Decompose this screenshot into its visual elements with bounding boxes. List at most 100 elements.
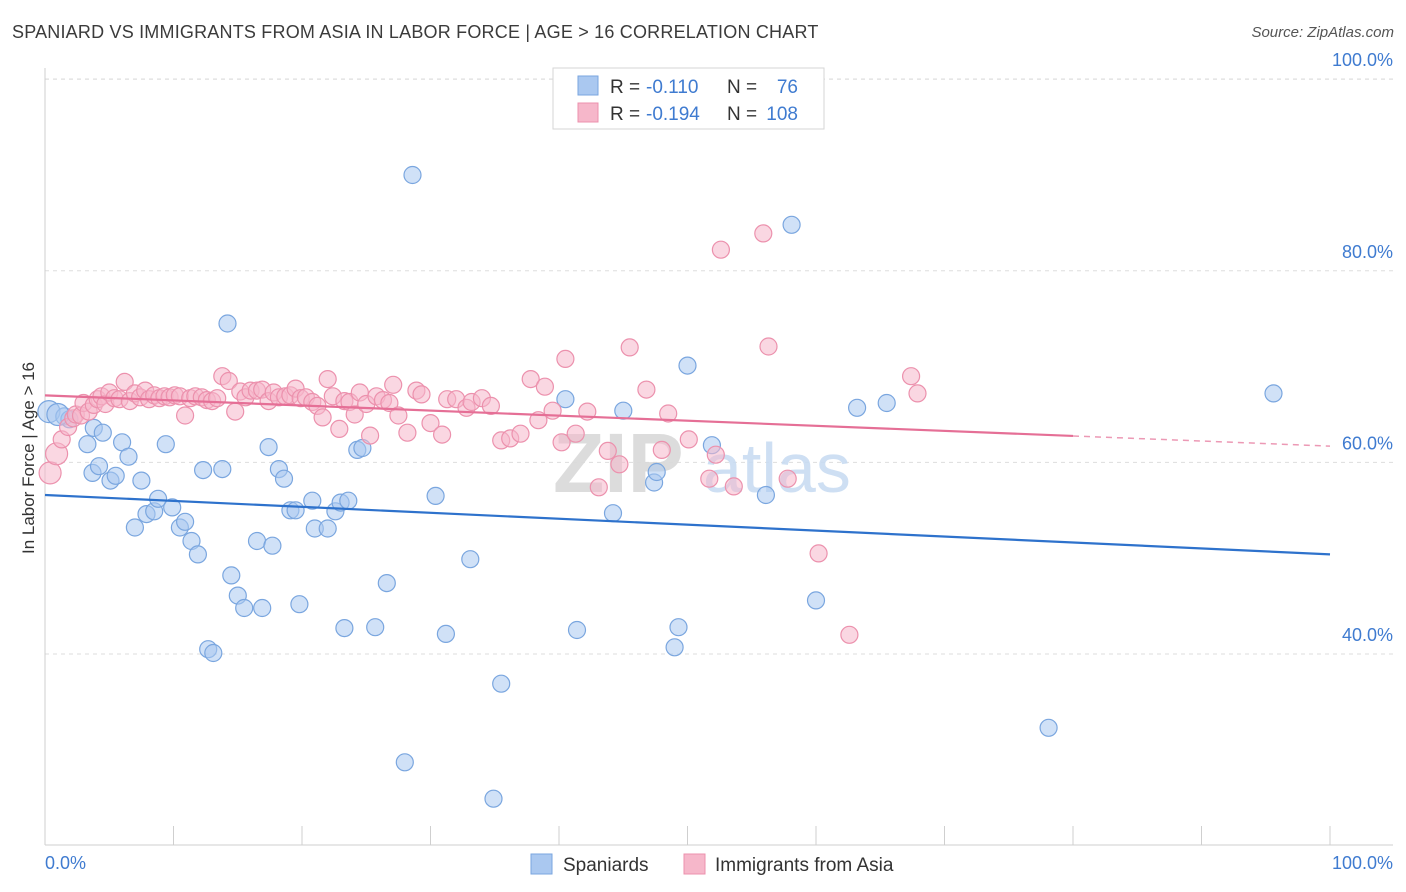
y-tick-label: 40.0% [1342,625,1393,645]
legend-label-immigrants-from-asia: Immigrants from Asia [715,855,894,876]
immigrants-from-asia-point [637,380,656,399]
immigrants-from-asia-point [389,406,408,425]
immigrants-from-asia-point [659,404,678,423]
immigrants-from-asia-point [208,389,227,408]
immigrants-from-asia-point [330,419,349,438]
immigrants-from-asia-trend-line-extension [1072,435,1331,447]
spaniards-point [222,566,241,585]
legend-swatch-spaniards [577,75,599,96]
spaniards-point [678,356,697,375]
spaniards-point [132,471,151,490]
spaniards-point [78,435,97,454]
spaniards-point [106,466,125,485]
spaniards-point [213,460,232,479]
spaniards-point [303,491,322,510]
spaniards-point [89,457,109,476]
immigrants-from-asia-point [809,544,828,563]
legend-n-value: 108 [766,104,798,125]
spaniards-point [1264,384,1283,403]
spaniards-point [847,398,867,417]
spaniards-point [176,512,195,531]
spaniards-trend-line [44,493,1331,556]
spaniards-point [877,393,896,413]
spaniards-point [290,595,309,614]
immigrants-from-asia-point [778,469,797,488]
y-axis-label: In Labor Force | Age > 16 [19,362,38,554]
immigrants-from-asia-point [421,414,440,433]
legend-n-value: 76 [777,77,798,98]
immigrants-from-asia-point [380,393,399,413]
spaniards-point [806,591,826,610]
immigrants-from-asia-point [724,477,743,496]
legend-swatch-spaniards [530,853,553,875]
spaniards-point [335,618,354,638]
immigrants-from-asia-point [535,377,555,396]
immigrants-from-asia-point [759,337,778,356]
immigrants-from-asia-point [754,224,773,243]
immigrants-from-asia-point [361,426,380,445]
immigrants-from-asia-point [384,375,403,394]
spaniards-point [253,598,272,618]
spaniards-point [614,401,633,420]
spaniards-point [756,485,776,505]
immigrants-from-asia-point [313,408,332,427]
x-axis-ticks [44,826,1331,845]
spaniards-point [125,518,144,537]
immigrants-from-asia-point [556,349,575,368]
immigrants-from-asia-point [318,370,337,389]
spaniards-point [436,624,455,644]
immigrants-from-asia-point [412,385,431,404]
immigrants-from-asia-point [552,433,571,452]
legend-r-label: R = [610,77,640,98]
spaniards-point [669,618,688,637]
spaniards-point [259,438,278,457]
immigrants-from-asia-point [598,441,617,460]
spaniards-point [567,620,587,640]
immigrants-from-asia-point [610,455,629,474]
spaniards-point [274,469,294,488]
spaniards-point [188,545,207,564]
spaniards-point [247,531,267,551]
legend-swatch-immigrants-from-asia [577,102,599,123]
y-tick-label: 80.0% [1342,242,1393,262]
immigrants-from-asia-point [679,430,698,449]
spaniards-point [339,491,358,510]
spaniards-point [1039,718,1058,737]
chart-title: SPANIARD VS IMMIGRANTS FROM ASIA IN LABO… [12,22,819,42]
gridlines [45,78,1393,655]
spaniards-point [603,504,623,523]
spaniards-point [395,753,414,772]
legend-series: Spaniards Immigrants from Asia [530,853,894,876]
x-tick-label: 0.0% [45,853,86,873]
spaniards-point [286,501,305,520]
trend-lines [44,394,1331,556]
immigrants-from-asia-point [566,424,585,443]
immigrants-from-asia-point [652,440,671,459]
spaniards-point [204,643,223,663]
immigrants-from-asia-point [176,406,195,425]
spaniards-point [263,536,282,555]
spaniards-point [377,573,396,593]
spaniards-point [665,638,684,657]
spaniards-point [194,461,213,480]
spaniards-point [492,674,511,693]
y-tick-label: 60.0% [1342,433,1393,453]
immigrants-from-asia-point [700,469,719,488]
spaniards-point [235,598,254,618]
immigrants-from-asia-trend-line [44,394,1074,438]
immigrants-from-asia-point [711,240,731,259]
immigrants-from-asia-point [620,338,639,357]
spaniards-point [318,519,337,538]
immigrants-from-asia-point [511,424,530,443]
legend-r-value: -0.194 [646,104,700,125]
spaniards-point [156,435,175,454]
spaniards-point [366,618,385,637]
spaniards-point [218,314,237,333]
spaniards-point [163,498,182,517]
spaniards-point [782,215,801,234]
immigrants-from-asia-point [345,405,364,424]
legend-stats: R = -0.110 N = 76 R = -0.194 N = 108 [552,67,825,130]
y-axis-tick-labels: 40.0% 60.0% 80.0% 100.0% [1332,50,1393,645]
x-tick-label: 100.0% [1332,853,1393,873]
